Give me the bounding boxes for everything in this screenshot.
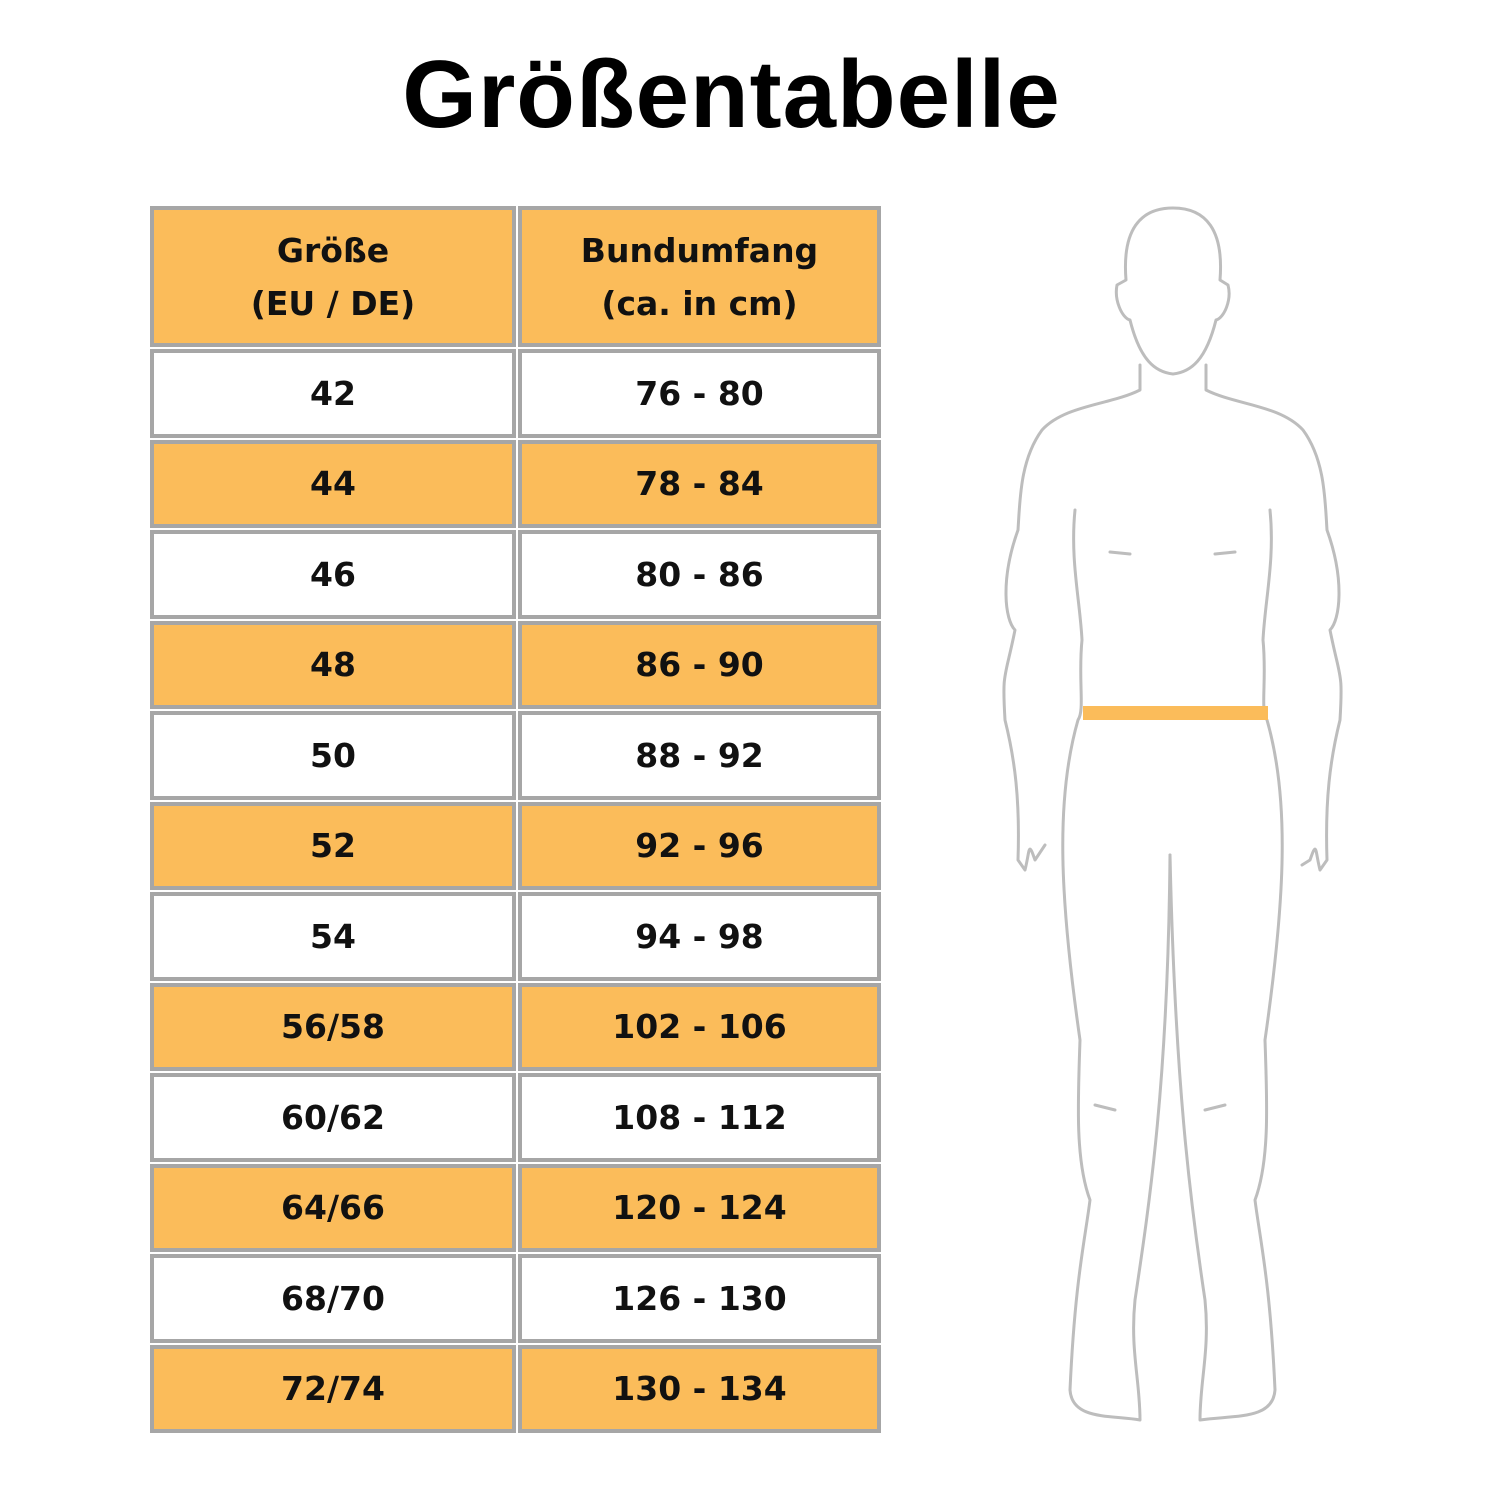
- size-cell: 46: [150, 530, 516, 619]
- header-waist-line1: Bundumfang: [580, 230, 819, 270]
- size-cell: 60/62: [150, 1073, 516, 1162]
- waist-cell: 78 - 84: [518, 439, 881, 528]
- waist-cell: 120 - 124: [518, 1163, 881, 1252]
- size-cell: 50: [150, 711, 516, 800]
- header-size-line1: Größe: [276, 230, 390, 270]
- waist-cell: 88 - 92: [518, 711, 881, 800]
- waist-cell: 76 - 80: [518, 349, 881, 438]
- waist-cell: 108 - 112: [518, 1073, 881, 1162]
- waist-cell: 126 - 130: [518, 1254, 881, 1343]
- header-waist-line2: (ca. in cm): [601, 283, 798, 323]
- header-size-line2: (EU / DE): [250, 283, 416, 323]
- waist-cell: 102 - 106: [518, 982, 881, 1071]
- waist-cell: 130 - 134: [518, 1344, 881, 1433]
- size-cell: 42: [150, 349, 516, 438]
- size-cell: 54: [150, 892, 516, 981]
- page-title: Größentabelle: [402, 41, 1061, 148]
- waist-cell: 94 - 98: [518, 892, 881, 981]
- size-cell: 44: [150, 439, 516, 528]
- header-waist: Bundumfang (ca. in cm): [518, 206, 881, 347]
- size-cell: 68/70: [150, 1254, 516, 1343]
- header-size: Größe (EU / DE): [150, 206, 516, 347]
- size-cell: 48: [150, 620, 516, 709]
- size-cell: 52: [150, 801, 516, 890]
- male-body-outline-icon: [1002, 206, 1343, 1422]
- waist-marker: [1083, 706, 1268, 720]
- waist-cell: 80 - 86: [518, 530, 881, 619]
- waist-cell: 86 - 90: [518, 620, 881, 709]
- waist-cell: 92 - 96: [518, 801, 881, 890]
- size-table: Größe (EU / DE) Bundumfang (ca. in cm) 42 7…: [150, 206, 881, 1433]
- size-cell: 72/74: [150, 1344, 516, 1433]
- size-cell: 56/58: [150, 982, 516, 1071]
- size-cell: 64/66: [150, 1163, 516, 1252]
